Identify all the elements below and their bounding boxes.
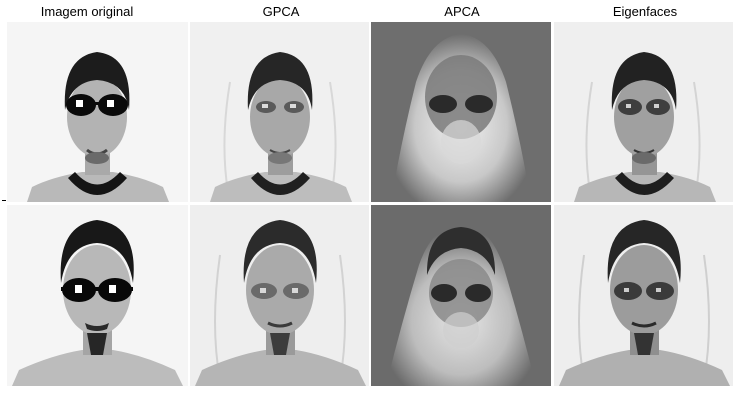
header-imagem-original: Imagem original — [40, 4, 134, 19]
stray-mark — [2, 200, 6, 201]
row1-original-image — [7, 22, 188, 202]
row1-apca-image — [371, 22, 551, 202]
header-gpca: GPCA — [262, 4, 300, 19]
row2-original-image — [7, 205, 188, 386]
row2-gpca-image — [190, 205, 369, 386]
header-eigenfaces: Eigenfaces — [612, 4, 678, 19]
row2-apca-image — [371, 205, 551, 386]
row1-eigenfaces-image — [554, 22, 733, 202]
header-apca: APCA — [444, 4, 480, 19]
row1-gpca-image — [190, 22, 369, 202]
row2-eigenfaces-image — [554, 205, 733, 386]
